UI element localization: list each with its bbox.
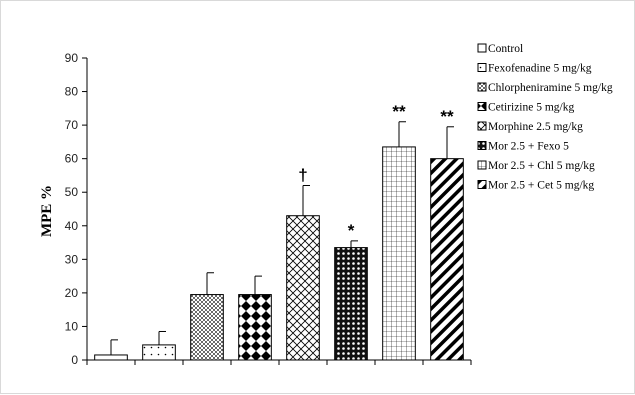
bar [382, 146, 416, 361]
y-tick-label: 90 [65, 51, 79, 65]
y-tick-label: 0 [71, 353, 78, 367]
bar [142, 344, 176, 361]
bar [430, 158, 464, 361]
y-tick-label: 20 [65, 286, 79, 300]
legend-swatch [477, 63, 487, 72]
legend-entry: Mor 2.5 + Chl 5 mg/kg [488, 160, 595, 172]
bar [190, 294, 224, 361]
significance-annotation: ** [392, 102, 406, 121]
y-axis: 0 10 20 30 40 50 60 70 80 90 [65, 51, 88, 367]
bars: †*** ** [94, 102, 464, 361]
y-tick-label: 50 [65, 185, 79, 199]
legend-swatch [477, 102, 487, 111]
bar [238, 294, 272, 361]
y-tick-label: 80 [65, 85, 79, 99]
y-tick-label: 10 [65, 319, 79, 333]
significance-annotation: ** [440, 107, 454, 126]
legend-entry: Morphine 2.5 mg/kg [488, 121, 583, 133]
bar [286, 215, 320, 361]
bar [94, 354, 128, 361]
legend-entry: Fexofenadine 5 mg/kg [488, 63, 592, 75]
y-tick-label: 60 [65, 152, 79, 166]
legend-swatch [477, 82, 487, 92]
legend-entry: Mor 2.5 + Fexo 5 [488, 141, 569, 153]
x-axis [86, 359, 472, 365]
y-tick-label: 30 [65, 252, 79, 266]
legend-entry: Control [488, 43, 523, 55]
legend-swatch [477, 160, 487, 170]
legend-swatch [477, 180, 487, 189]
legend-swatch [477, 43, 487, 53]
legend-swatch [477, 141, 487, 150]
legend: Control Fexofenadine 5 mg/kg Chlorpheniram… [477, 43, 613, 192]
y-tick-label: 40 [65, 219, 79, 233]
significance-annotation: † [298, 166, 307, 185]
legend-entry: Chlorpheniramine 5 mg/kg [488, 82, 613, 94]
legend-swatch [477, 121, 487, 131]
bar [334, 247, 368, 361]
y-axis-label: MPE % [39, 185, 55, 237]
legend-entry: Mor 2.5 + Cet 5 mg/kg [488, 180, 594, 192]
significance-annotation: * [348, 221, 355, 240]
legend-entry: Cetirizine 5 mg/kg [488, 102, 574, 114]
y-tick-label: 70 [65, 118, 79, 132]
